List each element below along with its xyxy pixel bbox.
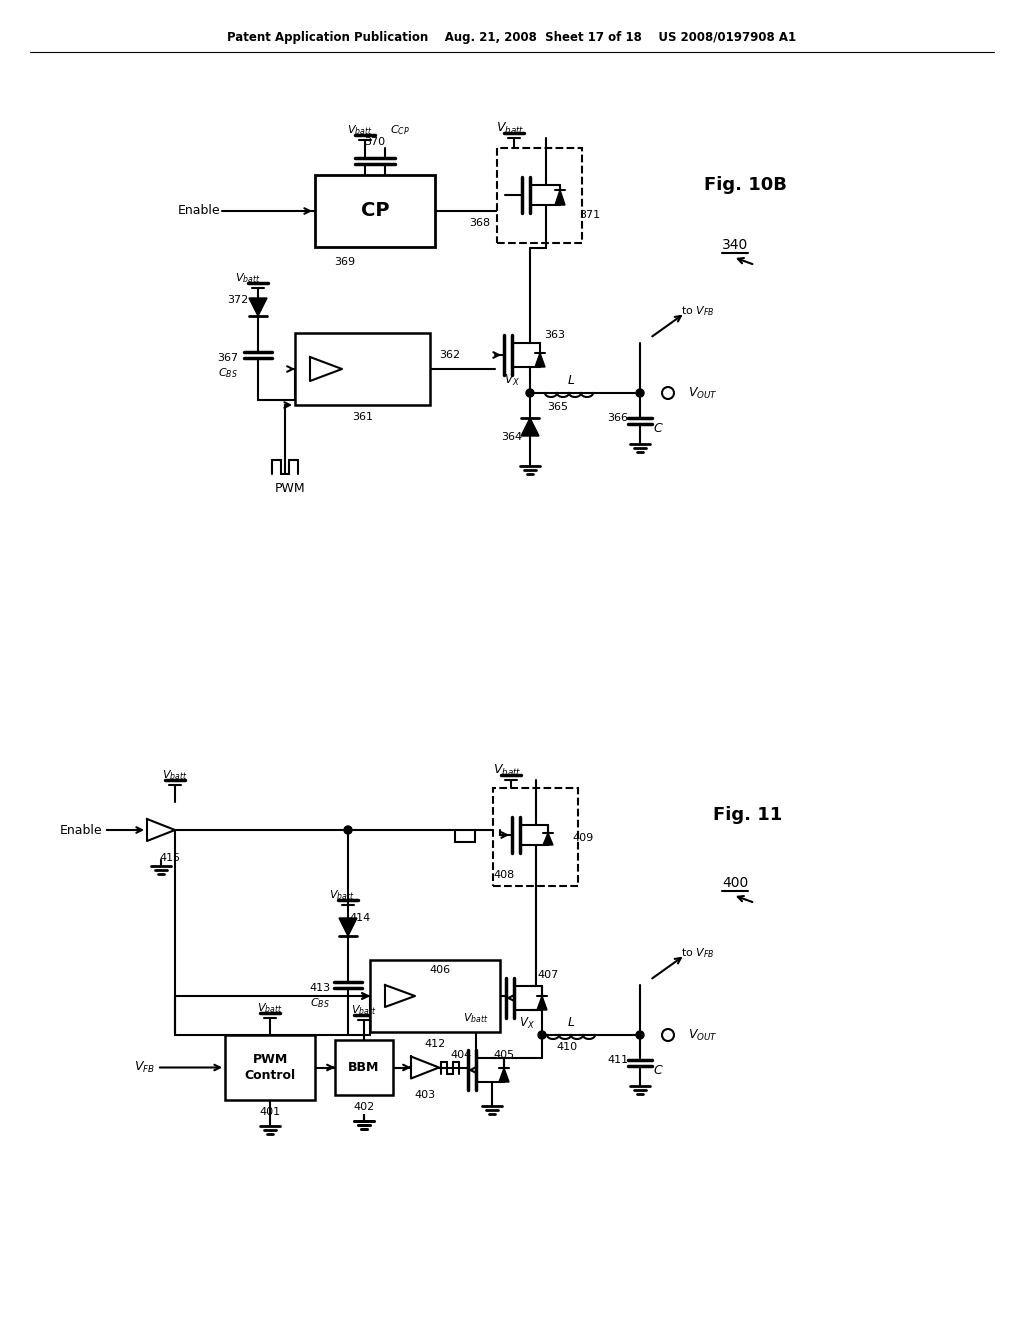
Text: 405: 405 [494,1049,515,1060]
Text: $V_{batt}$: $V_{batt}$ [463,1011,488,1024]
Text: $V_{batt}$: $V_{batt}$ [347,123,373,137]
Text: $V_{batt}$: $V_{batt}$ [351,1003,377,1016]
Text: Fig. 11: Fig. 11 [714,807,782,824]
Text: L: L [567,1015,574,1028]
Text: Enable: Enable [177,205,220,218]
Text: $V_{batt}$: $V_{batt}$ [257,1001,283,1015]
Text: $C_{BS}$: $C_{BS}$ [310,997,330,1010]
Bar [370,960,500,1032]
Text: $V_{batt}$: $V_{batt}$ [493,763,521,777]
Text: 368: 368 [469,218,490,228]
Text: PWM: PWM [274,482,305,495]
Text: $V_{FB}$: $V_{FB}$ [134,1060,155,1074]
Bar [295,333,430,405]
Text: BBM: BBM [348,1061,380,1074]
Polygon shape [339,917,357,936]
Text: 367: 367 [217,352,239,363]
Text: $V_X$: $V_X$ [504,372,520,388]
Text: 406: 406 [429,965,451,975]
Text: $V_{OUT}$: $V_{OUT}$ [688,1027,718,1043]
Circle shape [636,389,644,397]
Text: $C_{CP}$: $C_{CP}$ [390,123,410,137]
Polygon shape [543,833,553,845]
Bar [335,1040,393,1096]
Text: Enable: Enable [59,824,102,837]
Polygon shape [535,352,545,367]
Text: to $V_{FB}$: to $V_{FB}$ [681,946,715,960]
Polygon shape [249,298,267,315]
Text: C: C [653,422,663,436]
Circle shape [538,1031,546,1039]
Circle shape [636,1031,644,1039]
Text: $V_{OUT}$: $V_{OUT}$ [688,385,718,400]
Circle shape [526,389,534,397]
Text: 413: 413 [309,983,331,993]
Text: 400: 400 [722,876,749,890]
Text: $C_{BS}$: $C_{BS}$ [218,366,238,380]
Text: 340: 340 [722,238,749,252]
Bar [225,1035,315,1100]
Polygon shape [555,190,565,205]
Text: 366: 366 [607,413,629,422]
Text: CP: CP [360,202,389,220]
Polygon shape [521,418,539,436]
Text: to $V_{FB}$: to $V_{FB}$ [681,304,715,318]
Text: 402: 402 [353,1102,375,1111]
Bar [493,788,578,886]
Text: PWM: PWM [252,1053,288,1067]
Text: $V_{batt}$: $V_{batt}$ [329,888,355,902]
Bar [497,148,582,243]
Text: $V_X$: $V_X$ [519,1015,535,1031]
Text: 411: 411 [607,1055,629,1065]
Text: 409: 409 [572,833,594,843]
Text: 363: 363 [545,330,565,341]
Text: 407: 407 [538,970,559,979]
Polygon shape [499,1068,509,1082]
Text: 364: 364 [502,432,522,442]
Text: L: L [567,374,574,387]
Text: 369: 369 [335,257,355,267]
Text: 404: 404 [451,1049,472,1060]
Text: 415: 415 [160,853,180,863]
Circle shape [662,1030,674,1041]
Text: 408: 408 [494,870,515,880]
Text: 414: 414 [349,913,371,923]
Text: 403: 403 [415,1090,435,1101]
Text: 370: 370 [365,137,386,147]
Text: $V_{batt}$: $V_{batt}$ [496,120,524,136]
Text: 361: 361 [352,412,373,422]
Text: $V_{batt}$: $V_{batt}$ [162,768,187,781]
Polygon shape [537,997,547,1010]
Text: 371: 371 [580,210,600,220]
Circle shape [344,826,352,834]
Text: C: C [653,1064,663,1077]
Text: Fig. 10B: Fig. 10B [703,176,786,194]
Text: 401: 401 [259,1107,281,1117]
Text: 372: 372 [227,294,249,305]
Text: 410: 410 [556,1041,578,1052]
Circle shape [662,387,674,399]
Text: 362: 362 [439,350,461,360]
Text: Patent Application Publication    Aug. 21, 2008  Sheet 17 of 18    US 2008/01979: Patent Application Publication Aug. 21, … [227,32,797,45]
Text: $V_{batt}$: $V_{batt}$ [236,271,261,285]
Text: 412: 412 [424,1039,445,1049]
Bar [315,176,435,247]
Text: Control: Control [245,1069,296,1082]
Text: 365: 365 [548,403,568,412]
